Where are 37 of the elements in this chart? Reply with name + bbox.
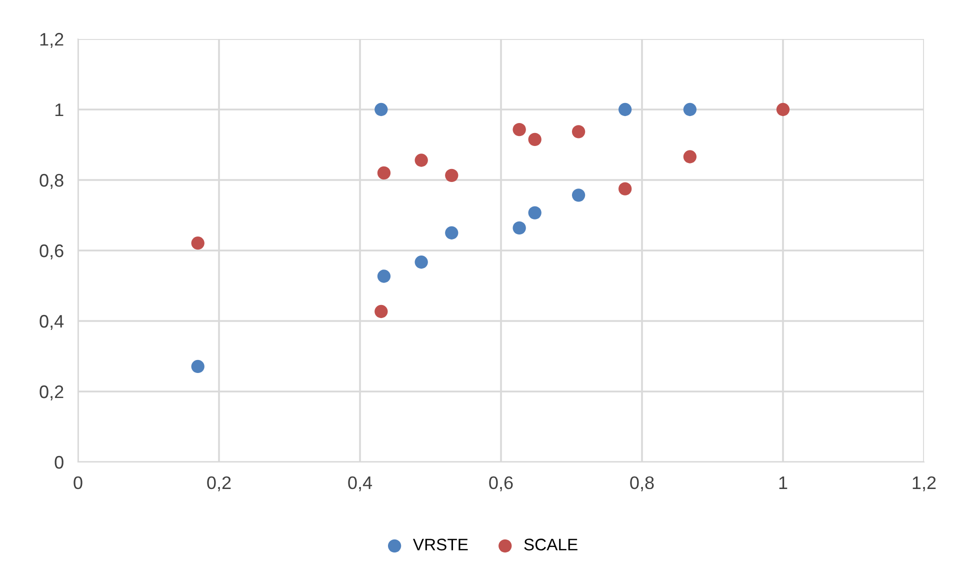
x-tick-label: 0,4 [348, 476, 372, 492]
point [683, 150, 697, 164]
point [528, 206, 542, 220]
x-tick-label: 0 [74, 476, 82, 490]
y-tick-label: 0 [54, 456, 64, 469]
x-tick-label: 0,6 [489, 476, 513, 492]
point [512, 221, 526, 235]
point [572, 188, 586, 202]
point [374, 304, 388, 318]
point [374, 102, 388, 116]
x-tick-label: 1 [779, 476, 788, 489]
y-tick-label: 0,6 [40, 244, 64, 260]
point [512, 123, 526, 136]
point [683, 102, 697, 116]
point [414, 256, 428, 269]
point [445, 168, 458, 182]
point [445, 226, 458, 240]
x-tick-label: 0,8 [630, 476, 654, 492]
legend-label: VRSTE [412, 538, 468, 550]
point [618, 182, 632, 196]
point [191, 236, 204, 250]
y-tick-label: 1 [55, 104, 64, 116]
point [377, 270, 391, 283]
point [776, 102, 790, 116]
point [572, 125, 586, 138]
x-tick-label: 0,2 [207, 476, 231, 492]
y-tick-label: 1,2 [40, 32, 64, 48]
legend-label: SCALE [524, 538, 578, 550]
point [191, 360, 204, 374]
y-tick-label: 0,4 [40, 314, 64, 330]
point [377, 166, 391, 180]
y-tick-label: 0,8 [40, 174, 64, 189]
y-tick-label: 0,2 [40, 385, 64, 400]
x-tick-label: 1,2 [912, 476, 936, 492]
point [528, 132, 542, 146]
point [618, 102, 632, 116]
point [414, 154, 428, 167]
